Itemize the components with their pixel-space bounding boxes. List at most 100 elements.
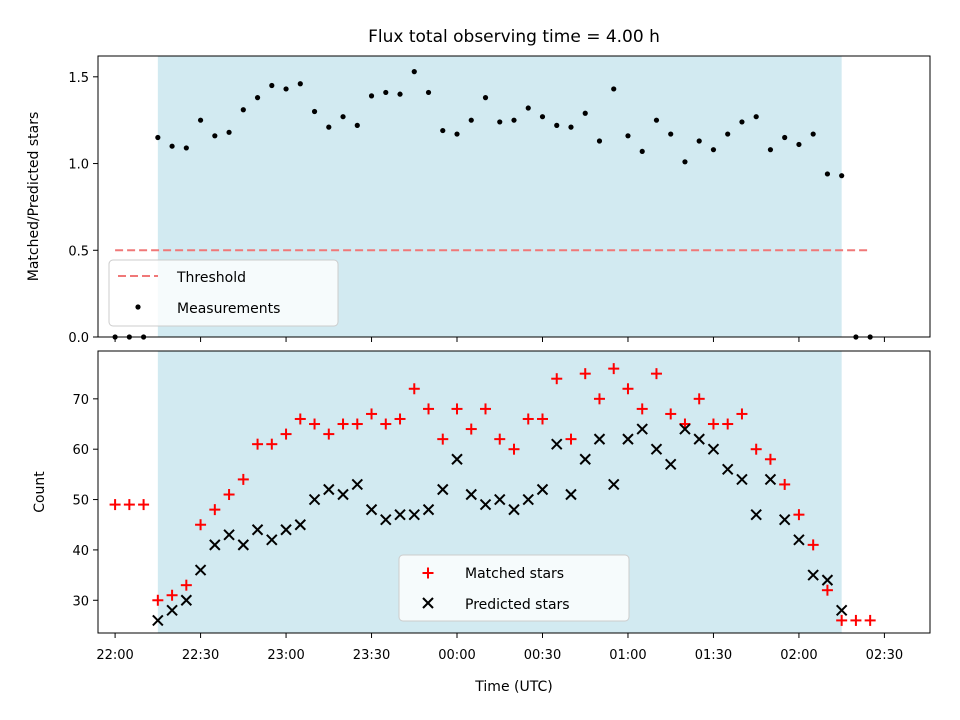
legend-predicted-marker — [422, 597, 434, 609]
measurement-point — [839, 173, 845, 179]
predicted-star-point — [750, 508, 762, 521]
predicted-star-point — [565, 488, 577, 501]
predicted-star-point — [821, 574, 834, 586]
matched-star-point — [451, 403, 463, 415]
x-tick-label: 01:30 — [695, 648, 732, 663]
matched-star-point — [650, 368, 662, 380]
bottom-y-tick-label: 40 — [72, 544, 89, 559]
matched-star-point — [237, 473, 249, 485]
predicted-star-point — [365, 503, 378, 516]
measurement-point — [454, 131, 460, 137]
measurement-point — [739, 119, 745, 125]
measurement-point — [240, 107, 246, 113]
matched-star-point — [665, 408, 677, 420]
measurement-point — [311, 108, 318, 115]
top-y-tick-label: 0.0 — [68, 331, 89, 346]
predicted-star-point — [693, 433, 705, 445]
matched-star-point — [579, 368, 591, 380]
measurement-point — [340, 114, 346, 120]
measurement-point — [354, 122, 360, 128]
predicted-star-point — [465, 488, 477, 501]
predicted-star-point — [508, 503, 520, 516]
measurement-point — [539, 114, 546, 120]
x-tick-label: 23:00 — [267, 648, 304, 663]
top-legend-box — [108, 259, 339, 327]
legend-predicted-label: Predicted stars — [465, 597, 570, 613]
bottom-panel: 30 40 50 60 70 22:00 22:30 23:00 23:30 00:00 00:3… — [32, 350, 931, 695]
legend-measurements-label: Measurements — [177, 301, 280, 317]
predicted-star-point — [194, 564, 207, 576]
measurement-point — [254, 95, 261, 101]
matched-star-point — [408, 383, 420, 395]
matched-stars-points — [109, 363, 876, 626]
matched-star-point — [750, 443, 762, 455]
predicted-star-point — [707, 443, 720, 455]
bottom-x-ticks: 22:00 22:30 23:00 23:30 00:00 00:30 01:00 01:30… — [96, 633, 903, 663]
top-y-tick-label: 1.0 — [68, 158, 89, 173]
measurement-point — [183, 145, 189, 151]
matched-star-point — [294, 413, 306, 425]
predicted-star-point — [736, 473, 748, 486]
predicted-star-point — [280, 524, 292, 536]
predicted-star-point — [223, 529, 235, 541]
measurement-point — [710, 147, 717, 153]
predicted-star-point — [522, 493, 534, 506]
matched-star-point — [736, 408, 748, 420]
measurement-point — [425, 89, 432, 96]
predicted-star-point — [551, 438, 563, 450]
measurement-point — [440, 127, 446, 134]
measurement-point — [625, 133, 631, 139]
measurement-point — [554, 122, 560, 128]
x-tick-label: 02:00 — [780, 648, 817, 663]
matched-star-point — [536, 413, 548, 425]
matched-star-point — [565, 433, 577, 445]
measurement-point — [568, 124, 574, 130]
measurement-point — [283, 86, 289, 92]
measurement-point — [497, 119, 503, 125]
top-y-ticks: 0.0 0.5 1.0 1.5 — [68, 71, 98, 346]
predicted-star-point — [380, 513, 392, 526]
matched-star-point — [423, 403, 435, 415]
matched-star-point — [337, 418, 349, 430]
measurement-point — [511, 117, 517, 123]
measurement-point — [582, 110, 588, 116]
x-tick-label: 22:00 — [96, 648, 133, 663]
predicted-star-point — [394, 508, 406, 521]
matched-star-point — [351, 418, 363, 430]
top-x-ticks — [114, 337, 885, 342]
predicted-star-point — [494, 493, 506, 506]
predicted-star-point — [807, 569, 819, 581]
measurement-point — [411, 69, 417, 75]
x-tick-label: 02:30 — [866, 648, 903, 663]
x-axis-label: Time (UTC) — [474, 679, 552, 695]
measurement-point — [725, 131, 731, 137]
matched-star-point — [622, 383, 634, 395]
legend-measurement-swatch — [135, 304, 141, 310]
predicted-star-point — [665, 458, 677, 471]
measurement-point — [682, 159, 688, 165]
matched-star-point — [807, 539, 819, 551]
measurement-point — [525, 105, 531, 111]
predicted-star-point — [579, 453, 591, 465]
top-y-tick-label: 0.5 — [68, 244, 89, 259]
measurement-point — [226, 129, 232, 135]
predicted-star-point — [536, 483, 549, 496]
measurement-point — [368, 93, 375, 99]
matched-star-point — [836, 614, 848, 626]
predicted-star-point — [764, 473, 777, 486]
predicted-star-point — [408, 508, 420, 521]
matched-star-point — [494, 433, 506, 445]
predicted-stars-points — [152, 423, 848, 627]
top-y-tick-label: 1.5 — [68, 71, 89, 86]
legend-predicted-swatch — [422, 597, 434, 609]
measurement-point — [696, 138, 702, 144]
matched-star-point — [707, 418, 719, 430]
measurement-point — [639, 148, 645, 155]
bottom-axes-frame — [97, 350, 931, 634]
matched-star-point — [693, 393, 705, 405]
chart-title: Flux total observing time = 4.00 h — [368, 27, 660, 47]
predicted-star-point — [180, 594, 193, 606]
matched-star-point — [280, 428, 292, 440]
matched-star-point — [793, 509, 805, 521]
